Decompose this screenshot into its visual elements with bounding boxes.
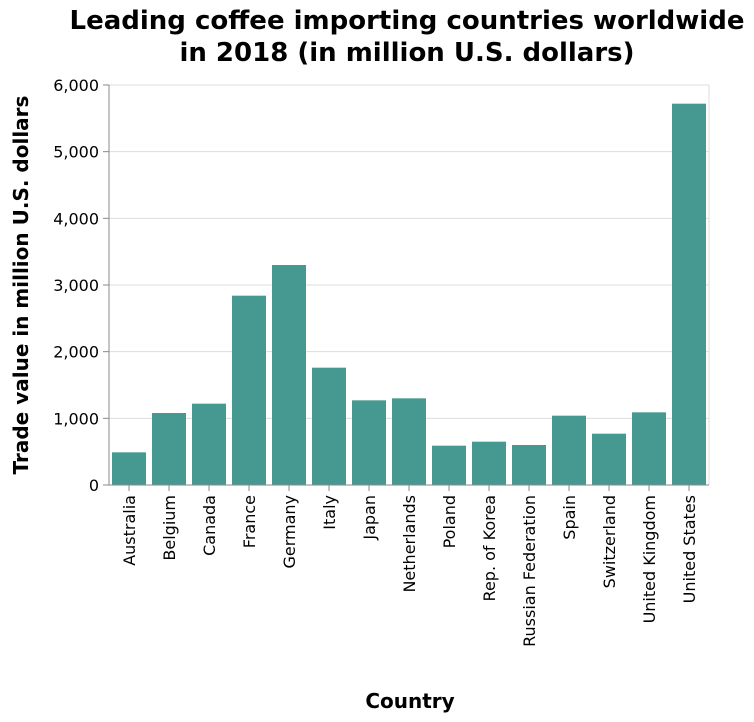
bar-united-kingdom xyxy=(632,412,666,485)
y-tick-label: 2,000 xyxy=(53,343,99,362)
x-tick-label: United States xyxy=(680,495,699,603)
bar-poland xyxy=(432,445,466,485)
bar-netherlands xyxy=(392,398,426,485)
bar-russian-federation xyxy=(512,445,546,485)
x-tick-label: France xyxy=(240,495,259,548)
bar-canada xyxy=(192,403,226,485)
x-tick-label: Rep. of Korea xyxy=(480,495,499,601)
chart-title-line-1: Leading coffee importing countries world… xyxy=(70,6,745,36)
y-axis-title: Trade value in million U.S. dollars xyxy=(9,96,33,475)
bar-united-states xyxy=(672,103,706,486)
x-tick-label: Japan xyxy=(360,495,379,541)
x-tick-label: Russian Federation xyxy=(520,495,539,647)
chart-title-line-2: in 2018 (in million U.S. dollars) xyxy=(179,38,634,68)
bar-switzerland xyxy=(592,433,626,485)
x-tick-label: Canada xyxy=(200,495,219,556)
x-tick-label: Belgium xyxy=(160,495,179,561)
y-tick-label: 4,000 xyxy=(53,209,99,228)
axes: 0 1,000 2,000 3,000 4,000 5,000 6,000 Australia… xyxy=(53,76,709,647)
bars xyxy=(112,103,706,486)
bar-spain xyxy=(552,415,586,485)
bar-japan xyxy=(352,400,386,485)
bar-italy xyxy=(312,367,346,485)
bar-rep-of-korea xyxy=(472,441,506,485)
y-tick-label: 0 xyxy=(89,476,99,495)
y-tick-label: 1,000 xyxy=(53,409,99,428)
x-tick-label: Australia xyxy=(120,495,139,566)
x-tick-label: Netherlands xyxy=(400,495,419,593)
x-tick-label: Spain xyxy=(560,495,579,540)
x-tick-label: Italy xyxy=(320,495,339,530)
bar-australia xyxy=(112,452,146,485)
x-tick-label: Germany xyxy=(280,495,299,569)
bar-belgium xyxy=(152,413,186,485)
x-tick-label: Switzerland xyxy=(600,495,619,588)
y-tick-label: 3,000 xyxy=(53,276,99,295)
y-tick-label: 5,000 xyxy=(53,143,99,162)
bar-germany xyxy=(272,265,306,485)
x-tick-label: Poland xyxy=(440,495,459,548)
x-axis-title: Country xyxy=(365,689,454,713)
bar-france xyxy=(232,295,266,485)
x-tick-label: United Kingdom xyxy=(640,495,659,623)
y-tick-label: 6,000 xyxy=(53,76,99,95)
